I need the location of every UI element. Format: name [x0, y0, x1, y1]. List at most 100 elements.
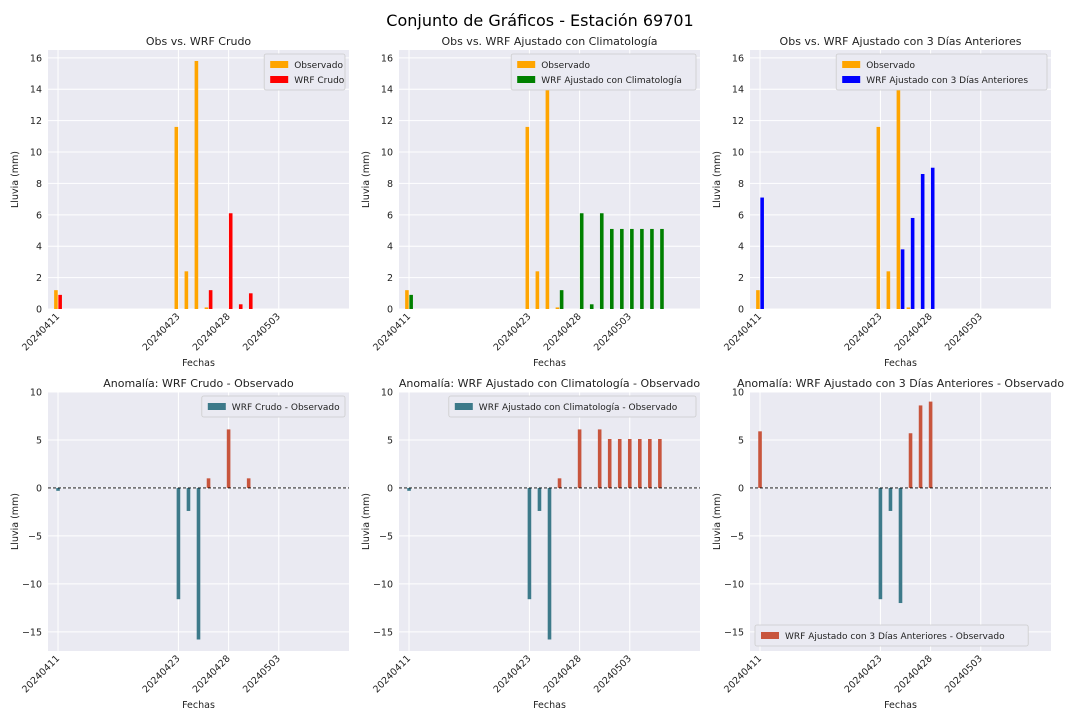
y-tick-label: 4: [387, 242, 393, 253]
bar: [597, 429, 602, 488]
y-tick-label: 12: [30, 116, 42, 127]
bar: [248, 293, 253, 309]
legend-label: Observado: [866, 61, 915, 71]
y-axis-label: Lluvia (mm): [712, 151, 723, 208]
y-tick-label: 6: [387, 210, 393, 221]
bar: [58, 294, 62, 309]
legend-label: WRF Crudo - Observado: [232, 403, 340, 413]
y-tick-label: 10: [732, 148, 744, 159]
y-tick-label: 16: [381, 53, 393, 64]
bar: [650, 228, 654, 309]
legend: WRF Ajustado con 3 Días Anteriores - Obs…: [754, 624, 1029, 647]
x-axis-label: Fechas: [533, 700, 566, 711]
x-tick-label: 20240428: [893, 311, 935, 353]
y-tick-label: 10: [381, 148, 393, 159]
y-tick-label: 0: [36, 483, 42, 494]
bar: [910, 217, 915, 309]
y-axis-label: Lluvia (mm): [10, 493, 21, 550]
x-tick-label: 20240423: [141, 311, 183, 353]
bar: [409, 294, 413, 309]
y-tick-label: 0: [738, 305, 744, 316]
x-axis-label: Fechas: [182, 700, 215, 711]
y-tick-label: 8: [387, 179, 393, 190]
legend-swatch: [761, 632, 779, 639]
chart-panel: −15 −10 −5 0 5 10 20240411 20240423 20240428 2024…: [10, 377, 349, 711]
x-axis-label: Fechas: [884, 700, 917, 711]
y-tick-label: 4: [738, 242, 744, 253]
x-tick-label: 20240423: [141, 653, 183, 695]
y-tick-label: 0: [738, 483, 744, 494]
bar: [876, 126, 881, 309]
bar: [208, 290, 213, 309]
x-tick-label: 20240428: [191, 653, 233, 695]
x-tick-label: 20240411: [371, 653, 413, 695]
bar: [559, 290, 564, 309]
chart-title: Anomalía: WRF Ajustado con 3 Días Anteri…: [737, 377, 1064, 390]
bar: [56, 487, 60, 491]
y-tick-label: −15: [724, 627, 744, 638]
chart-title: Obs vs. WRF Crudo: [146, 35, 252, 48]
legend: Observado WRF Crudo: [263, 53, 346, 91]
bar: [525, 126, 530, 309]
legend-label: WRF Ajustado con 3 Días Anteriores - Obs…: [785, 632, 1005, 642]
bar: [545, 60, 550, 309]
x-axis-label: Fechas: [182, 358, 215, 369]
y-tick-label: 16: [30, 53, 42, 64]
x-tick-label: 20240503: [241, 311, 283, 353]
bar: [760, 197, 764, 309]
chart-panel: −15 −10 −5 0 5 10 20240411 20240423 20240428 2024…: [712, 377, 1064, 711]
y-tick-label: 10: [732, 388, 744, 399]
bar: [756, 290, 760, 309]
y-tick-label: 5: [387, 435, 393, 446]
bar: [174, 126, 179, 309]
x-tick-label: 20240503: [943, 653, 985, 695]
bar: [900, 249, 905, 309]
x-tick-label: 20240411: [722, 311, 764, 353]
x-tick-label: 20240428: [893, 653, 935, 695]
y-tick-label: 12: [381, 116, 393, 127]
legend-box: [510, 53, 697, 91]
legend-label: WRF Ajustado con Climatología: [541, 76, 682, 86]
bar: [930, 167, 935, 309]
bar: [638, 439, 642, 488]
bar: [555, 307, 560, 309]
x-tick-label: 20240428: [542, 311, 584, 353]
y-tick-label: 10: [30, 388, 42, 399]
legend-label: WRF Ajustado con 3 Días Anteriores: [866, 76, 1028, 86]
legend: Observado WRF Ajustado con 3 Días Anterio…: [835, 53, 1048, 91]
bar: [535, 271, 540, 309]
y-tick-label: 5: [738, 435, 744, 446]
y-tick-label: −5: [730, 531, 744, 542]
y-tick-label: 2: [738, 273, 744, 284]
y-tick-label: 8: [36, 179, 42, 190]
x-tick-label: 20240411: [371, 311, 413, 353]
y-tick-label: 2: [36, 273, 42, 284]
bar: [184, 271, 189, 309]
legend-label: WRF Crudo: [294, 76, 345, 86]
y-tick-label: −10: [373, 579, 393, 590]
chart-panel: −15 −10 −5 0 5 10 20240411 20240423 20240428 2024…: [361, 377, 700, 711]
x-tick-label: 20240423: [843, 311, 885, 353]
chart-panel: 0 2 4 6 8 10 12 14 16 20240411 20240423 20240428 202…: [712, 35, 1051, 369]
legend-label: Observado: [541, 61, 590, 71]
bar: [898, 487, 903, 604]
x-tick-label: 20240411: [20, 311, 62, 353]
y-tick-label: 8: [738, 179, 744, 190]
bar: [204, 307, 209, 309]
y-tick-label: 14: [732, 85, 744, 96]
legend-swatch: [454, 403, 473, 410]
x-tick-label: 20240428: [191, 311, 233, 353]
y-tick-label: 10: [381, 388, 393, 399]
bar: [620, 228, 624, 309]
y-tick-label: −5: [28, 531, 42, 542]
legend-box: [201, 395, 346, 418]
bar: [194, 60, 199, 309]
y-tick-label: 0: [36, 305, 42, 316]
x-tick-label: 20240428: [542, 653, 584, 695]
y-tick-label: 5: [36, 435, 42, 446]
bar: [886, 271, 891, 309]
x-tick-label: 20240503: [592, 311, 634, 353]
bar: [228, 213, 233, 309]
